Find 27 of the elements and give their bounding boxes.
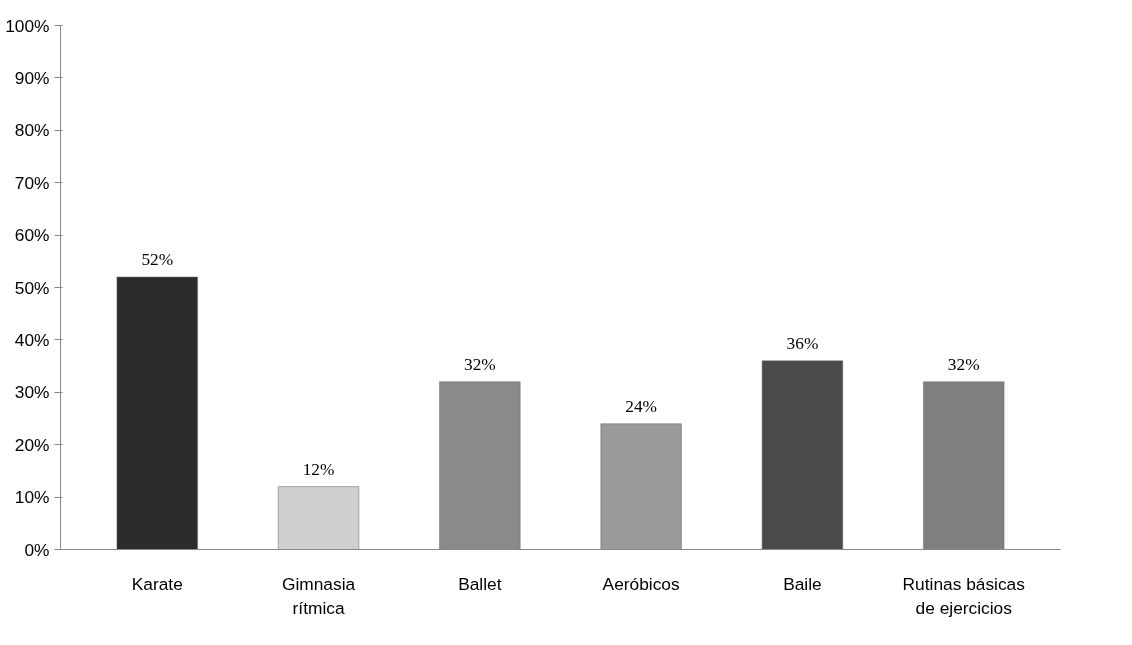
y-tick-label: 90% <box>14 67 50 88</box>
data-label: 32% <box>947 354 980 374</box>
data-label: 24% <box>625 396 658 416</box>
y-tick-label: 100% <box>5 15 50 36</box>
y-tick-label: 40% <box>14 329 50 350</box>
y-tick-label: 50% <box>14 277 50 298</box>
y-tick-label: 0% <box>24 539 50 560</box>
bar <box>761 360 844 550</box>
x-tick-label: Aeróbicos <box>602 573 681 594</box>
bar <box>116 276 198 550</box>
y-tick-label: 20% <box>14 434 50 455</box>
y-tick-label: 30% <box>14 382 50 403</box>
bar <box>600 423 682 550</box>
data-label: 52% <box>141 250 174 270</box>
x-tick-label: Rutinas básicas de ejercicios <box>902 573 1026 618</box>
x-tick-label: Ballet <box>458 573 502 594</box>
data-label: 36% <box>786 333 819 353</box>
data-label: 12% <box>302 459 335 479</box>
y-tick-label: 60% <box>14 225 50 246</box>
x-tick-label: Karate <box>131 573 183 594</box>
y-tick-label: 70% <box>14 172 50 193</box>
bar <box>277 486 360 550</box>
x-tick-label: Gimnasia rítmica <box>281 573 356 618</box>
x-tick-label: Baile <box>783 573 822 594</box>
data-label: 32% <box>463 354 496 374</box>
y-tick-label: 10% <box>14 487 50 508</box>
y-tick-label: 80% <box>14 120 50 141</box>
